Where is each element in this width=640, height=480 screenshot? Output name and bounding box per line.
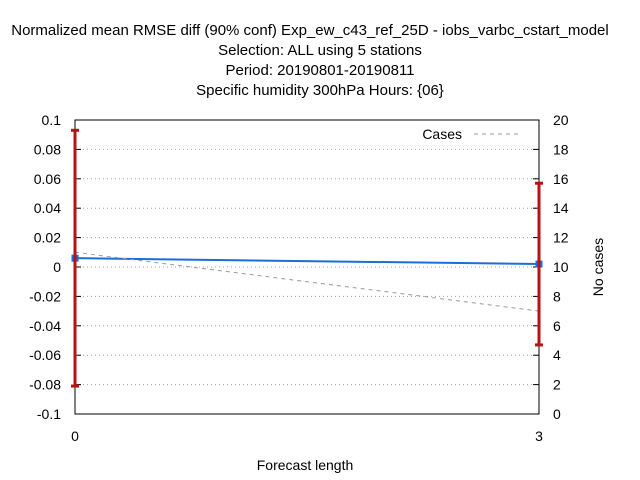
x-tick-label: 3 <box>535 428 543 444</box>
y2-tick-label: 8 <box>553 288 561 304</box>
y-tick-label: -0.08 <box>29 377 61 393</box>
y2-tick-label: 16 <box>553 171 569 187</box>
cases-line <box>74 251 540 312</box>
y2-tick-label: 4 <box>553 347 561 363</box>
y-tick-label: 0.06 <box>34 171 61 187</box>
chart-subtitle-selection: Selection: ALL using 5 stations <box>218 42 422 59</box>
x-axis-label: Forecast length <box>257 457 354 473</box>
y2-tick-label: 2 <box>553 377 561 393</box>
y2-axis-label: No cases <box>590 238 606 296</box>
y2-tick-label: 6 <box>553 318 561 334</box>
y-tick-label: 0.08 <box>34 141 61 157</box>
y-tick-label: 0.04 <box>34 200 61 216</box>
chart-subtitle-period: Period: 20190801-20190811 <box>225 62 415 79</box>
chart-title: Normalized mean RMSE diff (90% conf) Exp… <box>11 22 609 39</box>
y-tick-label: 0.1 <box>42 112 62 128</box>
x-tick-label: 0 <box>71 428 79 444</box>
y-tick-label: -0.1 <box>37 406 61 422</box>
y-tick-label: 0.02 <box>34 230 61 246</box>
y2-tick-label: 12 <box>553 230 569 246</box>
y2-tick-label: 18 <box>553 141 569 157</box>
y-tick-label: -0.04 <box>29 318 61 334</box>
legend-label-cases: Cases <box>422 126 462 142</box>
y2-tick-label: 10 <box>553 259 569 275</box>
y-tick-label: -0.06 <box>29 347 61 363</box>
rmse-diff-line <box>74 257 540 266</box>
y2-tick-label: 14 <box>553 200 569 216</box>
chart-subtitle-parameter: Specific humidity 300hPa Hours: {06} <box>196 82 444 99</box>
y2-tick-label: 0 <box>553 406 561 422</box>
y2-tick-label: 20 <box>553 112 569 128</box>
y-tick-label: 0 <box>53 259 61 275</box>
y-tick-label: -0.02 <box>29 288 61 304</box>
